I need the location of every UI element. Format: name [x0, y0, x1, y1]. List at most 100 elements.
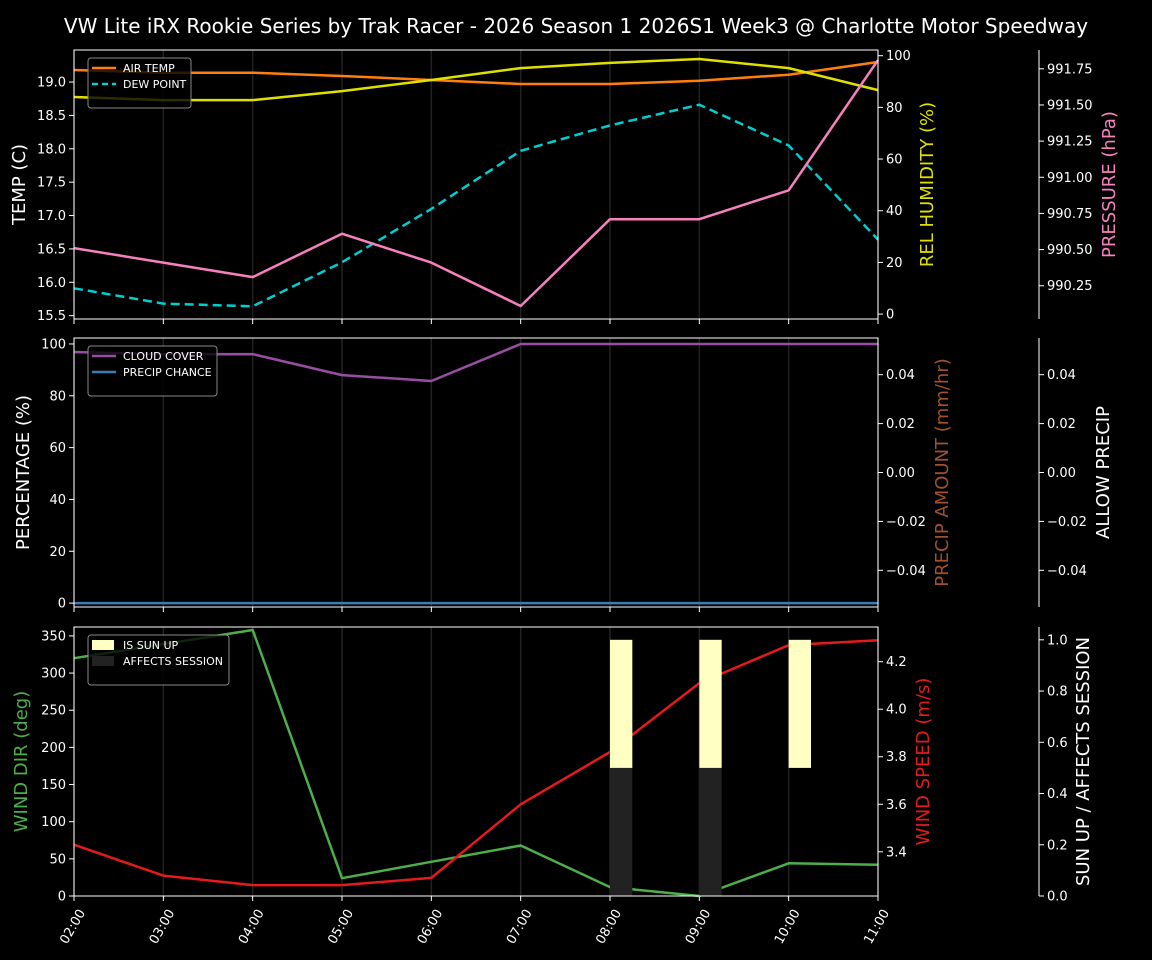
x-tick-label: 05:00 [325, 907, 357, 947]
y-tick-label: 60 [49, 441, 66, 456]
legend-label: IS SUN UP [123, 639, 179, 652]
y-tick-label: 17.0 [37, 209, 66, 224]
axis-label-right: PRECIP AMOUNT (mm/hr) [932, 358, 953, 587]
axis-label-right: REL HUMIDITY (%) [917, 102, 938, 267]
legend-label: AIR TEMP [123, 62, 175, 75]
legend-label: DEW POINT [123, 78, 187, 91]
series-line-pressure-hpa- [73, 59, 880, 308]
y-tick-label: 0.02 [886, 417, 915, 432]
y-tick-label: 4.0 [886, 703, 907, 718]
y-tick-label: 0 [886, 308, 894, 323]
y-tick-label: 0.02 [1047, 417, 1076, 432]
legend-swatch [92, 640, 114, 650]
y-tick-label: 991.75 [1047, 62, 1093, 77]
legend: AIR TEMP DEW POINT [87, 57, 192, 109]
chart-title: VW Lite iRX Rookie Series by Trak Racer … [63, 14, 1089, 38]
series-line-rel-humidity- [73, 57, 879, 102]
y-tick-label: −0.04 [886, 564, 926, 579]
y-tick-label: 250 [41, 704, 66, 719]
y-tick-label: 19.0 [37, 76, 66, 91]
series-line-air-temp [73, 60, 879, 86]
x-tick-label: 09:00 [683, 907, 715, 947]
x-tick-label: 07:00 [504, 907, 536, 947]
y-tick-label: 990.75 [1047, 207, 1093, 222]
y-tick-label: −0.04 [1047, 564, 1087, 579]
bar-is-sun-up [610, 639, 633, 768]
y-tick-label: 1.0 [1047, 633, 1068, 648]
y-tick-label: 60 [886, 153, 903, 168]
axis-label-left: TEMP (C) [9, 144, 30, 226]
y-tick-label: 200 [41, 741, 66, 756]
y-tick-label: 991.50 [1047, 98, 1093, 113]
legend-box [87, 634, 230, 686]
legend-box [87, 57, 192, 109]
y-tick-label: 0.8 [1047, 685, 1068, 700]
x-tick-label: 03:00 [147, 907, 179, 947]
y-tick-label: 3.4 [886, 845, 907, 860]
y-tick-label: 990.25 [1047, 279, 1093, 294]
legend: IS SUN UP AFFECTS SESSION [87, 634, 230, 686]
x-tick-label: 08:00 [593, 907, 625, 947]
axis-label-outer: ALLOW PRECIP [1093, 406, 1114, 539]
y-tick-label: 0.0 [1047, 890, 1068, 905]
y-tick-label: 80 [49, 389, 66, 404]
y-tick-label: 100 [41, 337, 66, 352]
legend-swatch [92, 656, 114, 666]
y-tick-label: 3.6 [886, 798, 907, 813]
panel-2: 0 20 40 60 80 100 PERCENTAGE (%) −0.04 −0.02 0.00… [13, 337, 1114, 612]
x-tick-label: 06:00 [415, 907, 447, 947]
y-tick-label: 100 [886, 49, 911, 64]
y-tick-label: 80 [886, 101, 903, 116]
y-tick-label: 18.0 [37, 142, 66, 157]
y-tick-label: 991.25 [1047, 135, 1093, 150]
bar-is-sun-up [699, 639, 722, 768]
y-tick-label: −0.02 [886, 515, 926, 530]
axis-label-outer: PRESSURE (hPa) [1099, 111, 1120, 258]
series-line-dew-point [73, 103, 879, 308]
y-tick-label: 0.04 [886, 368, 915, 383]
axis-label-left: WIND DIR (deg) [11, 691, 32, 833]
plot-frame [73, 49, 879, 320]
y-tick-label: 20 [49, 545, 66, 560]
x-tick-label: 02:00 [57, 907, 89, 947]
y-tick-label: 0 [58, 597, 66, 612]
legend-label: PRECIP CHANCE [123, 366, 212, 379]
y-tick-label: 991.00 [1047, 171, 1093, 186]
y-tick-label: 17.5 [37, 176, 66, 191]
axis-label-left: PERCENTAGE (%) [13, 395, 34, 550]
y-tick-label: 100 [41, 815, 66, 830]
bar-is-sun-up [788, 639, 811, 768]
y-tick-label: 3.8 [886, 750, 907, 765]
x-tick-label: 11:00 [861, 907, 893, 947]
plot-frame [73, 626, 879, 897]
y-tick-label: 350 [41, 629, 66, 644]
y-tick-label: 50 [49, 852, 66, 867]
bar-affects-session [610, 767, 633, 896]
y-tick-label: 0.00 [1047, 466, 1076, 481]
axis-label-right: WIND SPEED (m/s) [913, 678, 934, 846]
axis-label-outer: SUN UP / AFFECTS SESSION [1073, 637, 1094, 886]
panel-1: 15.5 16.0 16.5 17.0 17.5 18.0 18.5 19.0 TEMP (C)… [9, 49, 1120, 324]
y-tick-label: 0.04 [1047, 368, 1076, 383]
y-tick-label: 18.5 [37, 109, 66, 124]
x-tick-label: 04:00 [236, 907, 268, 947]
legend-label: AFFECTS SESSION [123, 655, 223, 668]
y-tick-label: 0.2 [1047, 838, 1068, 853]
x-tick-label: 10:00 [772, 907, 804, 947]
bar-affects-session [699, 767, 722, 896]
legend-label: CLOUD COVER [123, 350, 204, 363]
y-tick-label: 16.5 [37, 242, 66, 257]
y-tick-label: 40 [49, 493, 66, 508]
legend-box [87, 345, 218, 397]
y-tick-label: 15.5 [37, 309, 66, 324]
series-line-wind-speed-m-s- [73, 639, 879, 887]
panel-3: 0 50 100 150 200 250 300 350 WIND DIR (deg) 3.4 3.… [11, 626, 1094, 905]
plot-frame [73, 337, 879, 608]
legend: CLOUD COVER PRECIP CHANCE [87, 345, 218, 397]
y-tick-label: 0.00 [886, 466, 915, 481]
y-tick-label: 20 [886, 256, 903, 271]
y-tick-label: −0.02 [1047, 515, 1087, 530]
y-tick-label: 150 [41, 778, 66, 793]
y-tick-label: 300 [41, 667, 66, 682]
